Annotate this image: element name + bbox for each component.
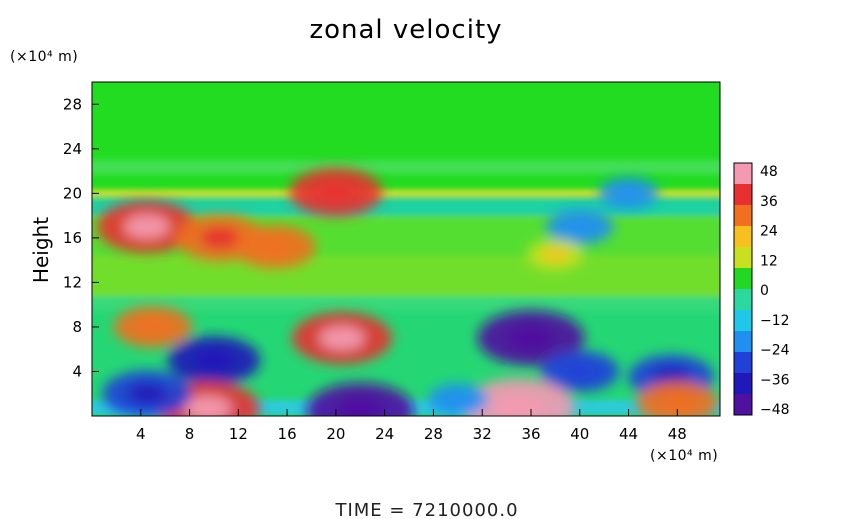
y-axis: 4 8 12 16 20 24 28: [63, 95, 99, 380]
y-tick-label: 12: [63, 273, 82, 291]
x-tick-label: 8: [185, 425, 195, 443]
x-tick-label: 20: [326, 425, 345, 443]
y-tick-label: 20: [63, 184, 82, 202]
x-tick-label: 24: [375, 425, 394, 443]
colorbar-tick-label: −24: [760, 343, 790, 359]
colorbar-segment: [734, 352, 752, 374]
colorbar-segment: [734, 226, 752, 248]
field-feature-core-19: [444, 392, 472, 407]
field-feature-core-2: [199, 227, 241, 249]
colorbar-segment: [734, 373, 752, 395]
colorbar-frame: [733, 162, 753, 416]
field-feature-core-10: [658, 392, 696, 413]
field-feature-core-6: [193, 349, 235, 372]
colorbar-segment: [734, 184, 752, 206]
y-tick-label: 4: [72, 362, 82, 380]
colorbar-segment: [734, 289, 752, 311]
field-feature-core-16: [315, 181, 357, 204]
field-features: [96, 168, 719, 416]
colorbar-tick-label: 48: [760, 164, 778, 180]
colorbar-tick-label: 36: [760, 194, 778, 210]
x-tick-label: 48: [668, 425, 687, 443]
colorbar-segment: [734, 331, 752, 353]
field-feature-core-1: [124, 215, 170, 239]
x-axis: 4 8 12 16 20 24 28 32 36 40 44 48: [136, 409, 687, 443]
field-feature-core-8: [562, 362, 598, 381]
x-tick-label: 28: [424, 425, 443, 443]
x-unit-label: (×10⁴ m): [650, 448, 718, 464]
colorbar-segment: [734, 268, 752, 290]
colorbar-tick-label: 12: [760, 253, 778, 269]
y-tick-label: 16: [63, 229, 82, 247]
heatmap-field: [92, 82, 720, 416]
colorbar-segment: [734, 394, 752, 416]
plot-frame: [91, 81, 721, 417]
x-tick-label: 12: [229, 425, 248, 443]
chart-title: zonal velocity: [309, 15, 502, 45]
colorbar-tick-label: 24: [760, 224, 778, 240]
colorbar-segment: [734, 163, 752, 185]
field-feature-core-4: [135, 317, 171, 337]
field-feature-core-14: [126, 383, 167, 405]
field-feature-core-15: [564, 218, 595, 235]
colorbar-segment: [734, 310, 752, 332]
x-tick-label: 44: [619, 425, 638, 443]
colorbar-tick-label: −36: [760, 372, 790, 388]
field-feature-core-5: [319, 326, 365, 350]
field-feature-core-3: [256, 237, 294, 257]
colorbar: 48 36 24 12 0 −12 −24 −36 −48: [733, 162, 790, 418]
colorbar-tick-label: 0: [760, 283, 769, 299]
colorbar-tick-label: −48: [760, 402, 790, 418]
colorbar-segment: [734, 247, 752, 269]
y-unit-label: (×10⁴ m): [10, 49, 78, 65]
y-tick-label: 8: [72, 318, 82, 336]
time-label: TIME = 7210000.0: [334, 500, 518, 519]
field-feature-core-17: [614, 186, 643, 201]
colorbar-tick-label: −12: [760, 313, 790, 329]
field-feature-core-11: [184, 396, 232, 416]
y-tick-label: 24: [63, 140, 82, 158]
colorbar-segment: [734, 205, 752, 227]
y-tick-label: 28: [63, 95, 82, 113]
y-axis-label: Height: [29, 217, 53, 283]
x-tick-label: 4: [136, 425, 146, 443]
field-feature-core-18: [542, 247, 569, 262]
x-tick-label: 32: [473, 425, 492, 443]
field-feature-core-13: [336, 397, 385, 416]
x-tick-label: 16: [278, 425, 297, 443]
x-tick-label: 40: [570, 425, 589, 443]
field-feature-core-7: [506, 325, 556, 351]
x-tick-label: 36: [521, 425, 540, 443]
